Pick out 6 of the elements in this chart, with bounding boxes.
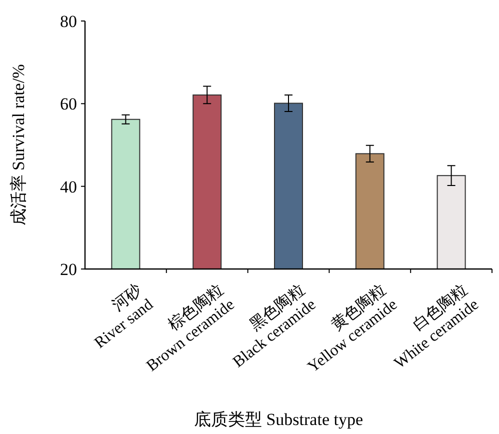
y-tick-label: 80	[60, 12, 77, 31]
y-axis-title: 成活率 Survival rate/%	[9, 64, 28, 226]
y-tick-label: 20	[60, 260, 77, 279]
y-tick-label: 60	[60, 94, 77, 114]
x-axis-title: 底质类型 Substrate type	[194, 410, 364, 429]
y-tick-label: 40	[60, 177, 77, 196]
